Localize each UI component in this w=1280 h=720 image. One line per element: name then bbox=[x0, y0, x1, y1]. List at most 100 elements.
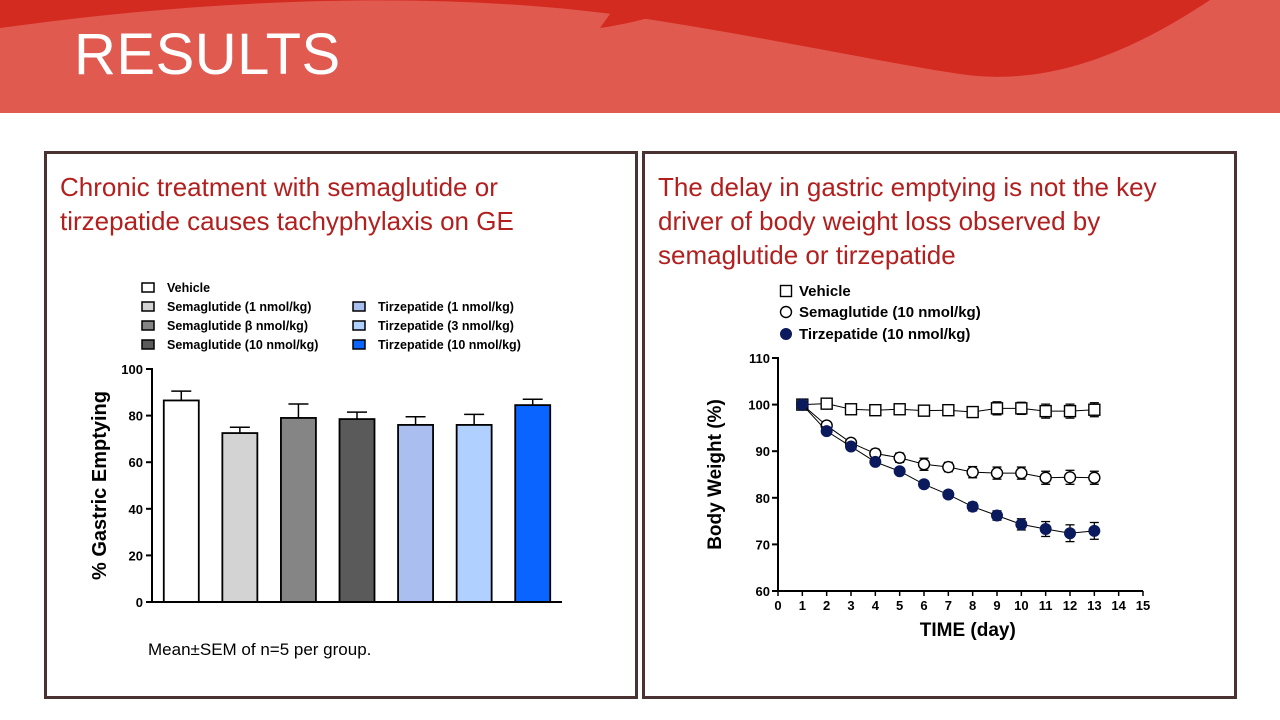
data-point bbox=[779, 305, 793, 319]
bar bbox=[514, 404, 552, 603]
data-point bbox=[1063, 471, 1077, 484]
y-tick-label: 40 bbox=[129, 502, 143, 517]
x-tick-label: 12 bbox=[1063, 598, 1077, 613]
y-tick-label: 60 bbox=[756, 584, 770, 599]
bar bbox=[397, 424, 434, 603]
data-point bbox=[780, 328, 792, 340]
data-point bbox=[820, 397, 833, 410]
x-tick-label: 7 bbox=[945, 598, 952, 613]
bar bbox=[338, 418, 376, 603]
legend-label: Semaglutide (1 nmol/kg) bbox=[167, 300, 311, 314]
data-point bbox=[869, 455, 882, 468]
legend-swatch bbox=[352, 320, 366, 331]
legend-swatch bbox=[141, 301, 155, 312]
data-point bbox=[942, 403, 955, 417]
x-tick-label: 3 bbox=[847, 598, 854, 613]
legend-swatch bbox=[141, 339, 155, 350]
data-point bbox=[845, 440, 857, 453]
data-point bbox=[796, 398, 809, 411]
data-point bbox=[1015, 402, 1028, 415]
data-point bbox=[893, 403, 906, 416]
data-point bbox=[1015, 466, 1028, 480]
data-point bbox=[990, 466, 1004, 480]
data-point bbox=[966, 500, 979, 513]
bar bbox=[221, 432, 259, 603]
x-tick-label: 14 bbox=[1111, 598, 1126, 613]
data-point bbox=[820, 425, 833, 438]
bar bbox=[455, 424, 493, 603]
header-banner bbox=[0, 0, 1280, 113]
legend-label: Vehicle bbox=[799, 283, 851, 300]
data-point bbox=[990, 402, 1004, 415]
data-point bbox=[1063, 404, 1077, 418]
data-point bbox=[869, 403, 882, 417]
y-tick-label: 90 bbox=[756, 444, 770, 459]
x-tick-label: 4 bbox=[872, 598, 880, 613]
x-tick-label: 10 bbox=[1014, 598, 1028, 613]
y-tick-label: 80 bbox=[756, 491, 770, 506]
data-point bbox=[966, 405, 979, 419]
data-point bbox=[1039, 404, 1052, 418]
legend-swatch bbox=[352, 339, 366, 350]
data-point bbox=[1064, 527, 1076, 540]
legend-label: Vehicle bbox=[167, 281, 210, 295]
legend-label: Tirzepatide (1 nmol/kg) bbox=[378, 300, 514, 314]
data-point bbox=[991, 509, 1003, 522]
x-axis-label: TIME (day) bbox=[920, 620, 1016, 641]
data-point bbox=[1039, 523, 1052, 536]
x-tick-label: 0 bbox=[774, 598, 781, 613]
y-tick-label: 70 bbox=[756, 537, 770, 552]
y-tick-label: 110 bbox=[749, 351, 770, 366]
data-point bbox=[918, 478, 930, 491]
y-axis-label: Body Weight (%) bbox=[705, 399, 726, 550]
legend-swatch bbox=[141, 320, 155, 331]
right-panel-heading: The delay in gastric emptying is not the… bbox=[658, 172, 1157, 270]
data-point bbox=[966, 465, 979, 479]
x-tick-label: 9 bbox=[993, 598, 1000, 613]
x-tick-label: 8 bbox=[969, 598, 976, 613]
data-point bbox=[893, 465, 906, 478]
y-tick-label: 20 bbox=[129, 548, 143, 563]
y-tick-label: 100 bbox=[748, 398, 770, 413]
x-tick-label: 5 bbox=[896, 598, 903, 613]
data-point bbox=[1088, 471, 1101, 484]
body-weight-line-chart: Vehicle Semaglutide (10 nmol/kg) Tirzepati… bbox=[705, 283, 1150, 641]
bar bbox=[162, 399, 200, 603]
x-tick-label: 11 bbox=[1039, 598, 1053, 613]
legend-label: Tirzepatide (10 nmol/kg) bbox=[378, 338, 521, 352]
data-point bbox=[779, 284, 793, 298]
legend-swatch bbox=[352, 301, 366, 312]
x-tick-label: 6 bbox=[920, 598, 927, 613]
slide-title: RESULTS bbox=[74, 22, 341, 87]
x-tick-label: 1 bbox=[799, 598, 806, 613]
data-point bbox=[942, 460, 955, 474]
legend-label: Semaglutide β nmol/kg) bbox=[167, 319, 308, 333]
data-point bbox=[844, 403, 858, 416]
legend-label: Semaglutide (10 nmol/kg) bbox=[167, 338, 318, 352]
x-tick-label: 2 bbox=[823, 598, 830, 613]
data-point bbox=[917, 458, 931, 471]
data-point bbox=[917, 404, 931, 417]
y-tick-label: 0 bbox=[136, 595, 143, 610]
left-panel: Chronic treatment with semaglutide or ti… bbox=[44, 151, 638, 699]
legend-label: Tirzepatide (3 nmol/kg) bbox=[378, 319, 514, 333]
data-point bbox=[1088, 403, 1101, 416]
y-axis-label: % Gastric Emptying bbox=[89, 391, 111, 580]
bar bbox=[280, 417, 317, 603]
right-panel: The delay in gastric emptying is not the… bbox=[642, 151, 1237, 699]
legend-swatch bbox=[141, 282, 155, 293]
gastric-emptying-bar-chart: Vehicle Semaglutide (1 nmol/kg) Semaglutid… bbox=[89, 281, 562, 610]
data-point bbox=[1015, 518, 1028, 531]
legend-label: Tirzepatide (10 nmol/kg) bbox=[799, 326, 970, 343]
data-point bbox=[942, 488, 955, 501]
x-tick-label: 13 bbox=[1087, 598, 1101, 613]
y-tick-label: 60 bbox=[129, 455, 143, 470]
y-tick-label: 80 bbox=[129, 409, 143, 424]
legend-label: Semaglutide (10 nmol/kg) bbox=[799, 304, 981, 321]
y-tick-label: 100 bbox=[121, 362, 143, 377]
data-point bbox=[1088, 524, 1101, 537]
left-panel-heading: Chronic treatment with semaglutide or ti… bbox=[60, 172, 514, 236]
x-tick-label: 15 bbox=[1136, 598, 1150, 613]
footnote: Mean±SEM of n=5 per group. bbox=[148, 640, 372, 659]
banner-wave bbox=[0, 0, 1280, 113]
